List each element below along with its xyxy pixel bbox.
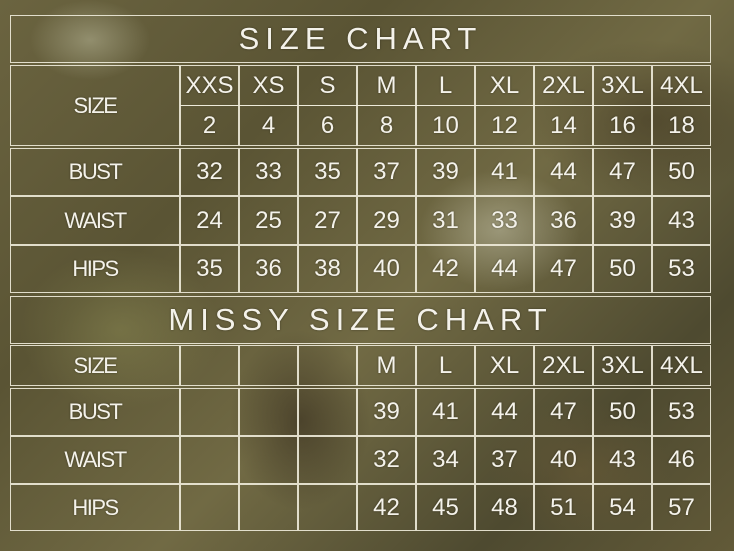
size-letter-header: L <box>416 65 475 106</box>
measurement-cell: 39 <box>593 196 652 245</box>
missy-measurement-cell: 34 <box>416 436 475 484</box>
row-label: HIPS <box>10 245 180 293</box>
size-letter-header: XL <box>475 65 534 106</box>
missy-measurement-cell <box>180 436 239 484</box>
missy-measurement-cell: 37 <box>475 436 534 484</box>
measurement-cell: 35 <box>298 148 357 196</box>
measurement-cell: 39 <box>416 148 475 196</box>
measurement-cell: 29 <box>357 196 416 245</box>
missy-row-label: WAIST <box>10 436 180 484</box>
missy-size-header <box>239 345 298 386</box>
measurement-cell: 50 <box>593 245 652 293</box>
row-label: WAIST <box>10 196 180 245</box>
missy-measurement-cell: 51 <box>534 484 593 531</box>
size-letter-header: 4XL <box>652 65 711 106</box>
measurement-cell: 47 <box>534 245 593 293</box>
size-letter-header: S <box>298 65 357 106</box>
row-label: BUST <box>10 148 180 196</box>
missy-size-header <box>180 345 239 386</box>
size-number-header: 8 <box>357 105 416 146</box>
measurement-cell: 42 <box>416 245 475 293</box>
missy-size-header: 4XL <box>652 345 711 386</box>
missy-measurement-cell <box>239 388 298 436</box>
missy-measurement-cell <box>239 484 298 531</box>
missy-measurement-cell: 54 <box>593 484 652 531</box>
measurement-cell: 53 <box>652 245 711 293</box>
measurement-cell: 44 <box>534 148 593 196</box>
missy-measurement-cell: 57 <box>652 484 711 531</box>
missy-size-header: XL <box>475 345 534 386</box>
missy-size-header: 2XL <box>534 345 593 386</box>
size-number-header: 2 <box>180 105 239 146</box>
size-header-label: SIZE <box>10 65 180 146</box>
size-number-header: 16 <box>593 105 652 146</box>
measurement-cell: 27 <box>298 196 357 245</box>
missy-measurement-cell: 47 <box>534 388 593 436</box>
missy-measurement-cell: 40 <box>534 436 593 484</box>
size-letter-header: 2XL <box>534 65 593 106</box>
measurement-cell: 43 <box>652 196 711 245</box>
missy-measurement-cell: 44 <box>475 388 534 436</box>
measurement-cell: 44 <box>475 245 534 293</box>
missy-measurement-cell: 48 <box>475 484 534 531</box>
measurement-cell: 38 <box>298 245 357 293</box>
missy-measurement-cell: 42 <box>357 484 416 531</box>
missy-size-header: L <box>416 345 475 386</box>
missy-measurement-cell <box>239 436 298 484</box>
measurement-cell: 32 <box>180 148 239 196</box>
measurement-cell: 25 <box>239 196 298 245</box>
measurement-cell: 36 <box>239 245 298 293</box>
size-number-header: 4 <box>239 105 298 146</box>
measurement-cell: 31 <box>416 196 475 245</box>
size-letter-header: M <box>357 65 416 106</box>
size-letter-header: 3XL <box>593 65 652 106</box>
missy-measurement-cell: 32 <box>357 436 416 484</box>
missy-measurement-cell: 53 <box>652 388 711 436</box>
measurement-cell: 36 <box>534 196 593 245</box>
size-number-header: 18 <box>652 105 711 146</box>
missy-size-header: M <box>357 345 416 386</box>
size-letter-header: XXS <box>180 65 239 106</box>
missy-measurement-cell: 45 <box>416 484 475 531</box>
missy-measurement-cell <box>180 388 239 436</box>
missy-measurement-cell: 43 <box>593 436 652 484</box>
missy-measurement-cell: 46 <box>652 436 711 484</box>
missy-measurement-cell <box>298 388 357 436</box>
missy-size-chart-title: MISSY SIZE CHART <box>10 296 711 344</box>
missy-measurement-cell <box>298 436 357 484</box>
missy-measurement-cell: 39 <box>357 388 416 436</box>
missy-measurement-cell: 50 <box>593 388 652 436</box>
measurement-cell: 35 <box>180 245 239 293</box>
measurement-cell: 33 <box>239 148 298 196</box>
size-number-header: 6 <box>298 105 357 146</box>
size-number-header: 14 <box>534 105 593 146</box>
missy-size-header <box>298 345 357 386</box>
measurement-cell: 37 <box>357 148 416 196</box>
measurement-cell: 47 <box>593 148 652 196</box>
missy-measurement-cell <box>180 484 239 531</box>
missy-measurement-cell <box>298 484 357 531</box>
missy-row-label: BUST <box>10 388 180 436</box>
measurement-cell: 50 <box>652 148 711 196</box>
missy-measurement-cell: 41 <box>416 388 475 436</box>
missy-size-header: 3XL <box>593 345 652 386</box>
size-chart-title: SIZE CHART <box>10 15 711 63</box>
measurement-cell: 41 <box>475 148 534 196</box>
size-letter-header: XS <box>239 65 298 106</box>
measurement-cell: 33 <box>475 196 534 245</box>
size-number-header: 10 <box>416 105 475 146</box>
measurement-cell: 24 <box>180 196 239 245</box>
missy-row-label: HIPS <box>10 484 180 531</box>
measurement-cell: 40 <box>357 245 416 293</box>
missy-size-header-label: SIZE <box>10 345 180 386</box>
size-number-header: 12 <box>475 105 534 146</box>
